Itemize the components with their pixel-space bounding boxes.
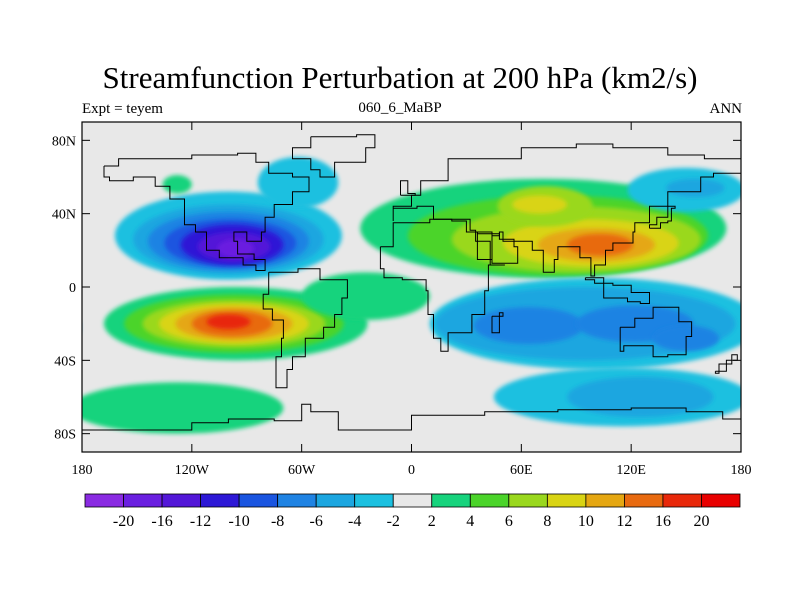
x-tick-label: 120W bbox=[175, 463, 210, 478]
colorbar-label: 8 bbox=[543, 513, 551, 530]
contour-region bbox=[665, 178, 725, 198]
coastline-segment bbox=[584, 277, 650, 304]
colorbar-swatch bbox=[392, 493, 433, 508]
colorbar-label: -4 bbox=[348, 513, 361, 530]
x-axis: 180 120W 60W 0 60E 120E 180 bbox=[72, 122, 752, 478]
colorbar-label: 4 bbox=[466, 513, 474, 530]
experiment-label: Expt = teyem bbox=[82, 101, 163, 117]
coastline-segment bbox=[392, 143, 741, 277]
colorbar-swatch bbox=[469, 493, 510, 508]
colorbar-swatch bbox=[123, 493, 163, 508]
colorbar-swatch bbox=[585, 493, 625, 508]
x-tick-label: 0 bbox=[408, 463, 415, 478]
season-label: ANN bbox=[709, 101, 743, 117]
coastline-segment bbox=[714, 354, 738, 374]
colorbar-label: 10 bbox=[578, 513, 594, 530]
coastline-segment bbox=[649, 205, 676, 229]
contour-region bbox=[162, 175, 192, 194]
chart-title: Streamfunction Perturbation at 200 hPa (… bbox=[102, 60, 698, 95]
coastline-segment bbox=[292, 134, 376, 178]
contour-region bbox=[567, 233, 633, 256]
contour-region bbox=[66, 316, 81, 338]
colorbar-label: 6 bbox=[505, 513, 513, 530]
y-tick-label: 80S bbox=[54, 428, 76, 443]
contour-region bbox=[257, 156, 339, 209]
colorbar-swatch bbox=[277, 493, 317, 508]
coastline-segment bbox=[491, 312, 504, 334]
colorbar-label: -6 bbox=[310, 513, 323, 530]
y-axis: 80N 40N 0 40S 80S bbox=[52, 134, 741, 443]
colorbar-label: -10 bbox=[228, 513, 249, 530]
colorbar-swatch bbox=[431, 493, 471, 508]
y-tick-label: 0 bbox=[69, 281, 76, 296]
coastline bbox=[82, 134, 741, 431]
y-tick-label: 40S bbox=[54, 354, 76, 369]
colorbar-swatch bbox=[546, 493, 587, 508]
colorbar-label: 20 bbox=[693, 513, 709, 530]
y-tick-label: 40N bbox=[52, 208, 76, 223]
contour-region bbox=[512, 195, 568, 214]
colorbar-swatch bbox=[701, 493, 741, 508]
colorbar-label: 12 bbox=[616, 513, 632, 530]
colorbar: -20 -16 -12 -10 -8 -6 -4 -2 2 4 6 8 10 12 16 20 bbox=[84, 493, 741, 530]
contour-region bbox=[473, 307, 584, 344]
contour-region bbox=[567, 376, 714, 418]
colorbar-label: -20 bbox=[113, 513, 134, 530]
colorbar-swatch bbox=[200, 493, 240, 508]
colorbar-swatch bbox=[238, 493, 279, 508]
colorbar-swatch bbox=[161, 493, 201, 508]
coastline-segment bbox=[476, 231, 519, 264]
colorbar-swatch bbox=[84, 493, 124, 508]
colorbar-label: -8 bbox=[271, 513, 284, 530]
colorbar-swatch bbox=[508, 493, 548, 508]
coastline-segment bbox=[262, 268, 348, 389]
x-tick-label: 180 bbox=[731, 463, 752, 478]
contour-region bbox=[301, 272, 430, 320]
colorbar-label: -12 bbox=[190, 513, 211, 530]
colorbar-swatch bbox=[662, 493, 702, 508]
x-tick-label: 60E bbox=[510, 463, 533, 478]
colorbar-swatch bbox=[315, 493, 356, 508]
coastline-segment bbox=[619, 306, 693, 358]
colorbar-swatch bbox=[624, 493, 664, 508]
coastline-segment bbox=[103, 152, 310, 271]
colorbar-label: 16 bbox=[655, 513, 671, 530]
colorbar-label: -2 bbox=[387, 513, 400, 530]
x-tick-label: 120E bbox=[616, 463, 646, 478]
coastline-segment bbox=[379, 218, 505, 352]
contour-region bbox=[82, 382, 284, 434]
coastline-segment bbox=[82, 403, 741, 431]
contour-region bbox=[206, 314, 251, 330]
colorbar-swatch bbox=[354, 493, 394, 508]
x-tick-label: 180 bbox=[72, 463, 93, 478]
colorbar-label: -16 bbox=[151, 513, 172, 530]
coastline-segment bbox=[400, 180, 416, 196]
contour-field bbox=[66, 156, 741, 434]
case-label: 060_6_MaBP bbox=[358, 100, 442, 116]
colorbar-label: 2 bbox=[428, 513, 436, 530]
x-tick-label: 60W bbox=[288, 463, 316, 478]
contour-region bbox=[217, 239, 255, 258]
y-tick-label: 80N bbox=[52, 134, 76, 149]
